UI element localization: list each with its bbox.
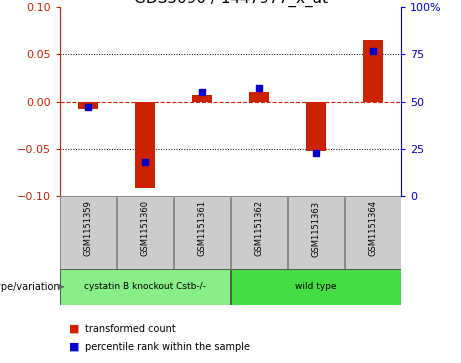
Text: wild type: wild type bbox=[295, 282, 337, 291]
Bar bbox=[363, 40, 383, 102]
Text: percentile rank within the sample: percentile rank within the sample bbox=[85, 342, 250, 352]
Text: ■: ■ bbox=[69, 323, 80, 334]
Text: GSM1151359: GSM1151359 bbox=[84, 200, 93, 256]
Bar bbox=[78, 102, 98, 109]
Bar bbox=[249, 92, 269, 102]
Text: GSM1151361: GSM1151361 bbox=[198, 200, 207, 256]
Text: GSM1151363: GSM1151363 bbox=[311, 200, 320, 257]
Bar bbox=[135, 102, 155, 188]
Text: GSM1151362: GSM1151362 bbox=[254, 200, 263, 256]
Text: GSM1151360: GSM1151360 bbox=[141, 200, 150, 256]
Text: transformed count: transformed count bbox=[85, 323, 176, 334]
Bar bbox=[192, 95, 212, 102]
Title: GDS5090 / 1447977_x_at: GDS5090 / 1447977_x_at bbox=[134, 0, 327, 7]
Bar bbox=[174, 196, 230, 269]
Bar bbox=[60, 269, 230, 305]
Text: ■: ■ bbox=[69, 342, 80, 352]
Bar bbox=[60, 196, 116, 269]
Bar bbox=[231, 269, 401, 305]
Text: genotype/variation: genotype/variation bbox=[0, 282, 60, 292]
Bar bbox=[231, 196, 287, 269]
Bar bbox=[118, 196, 173, 269]
Bar bbox=[345, 196, 401, 269]
Text: cystatin B knockout Cstb-/-: cystatin B knockout Cstb-/- bbox=[84, 282, 206, 291]
Bar bbox=[306, 102, 326, 151]
Bar bbox=[288, 196, 343, 269]
Text: GSM1151364: GSM1151364 bbox=[368, 200, 377, 256]
